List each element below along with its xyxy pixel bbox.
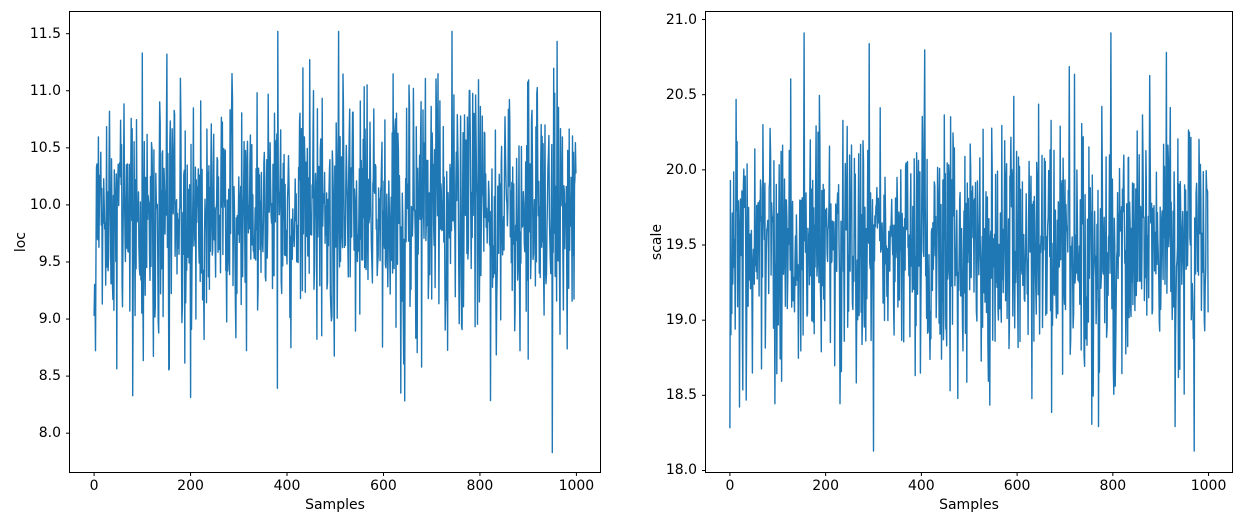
y-axis-label-wrap-scale: scale xyxy=(649,12,665,472)
y-tick-label: 18.0 xyxy=(665,462,697,479)
y-tick-label: 19.5 xyxy=(665,237,697,253)
x-tick-label: 600 xyxy=(1003,478,1031,494)
y-tick-label: 20.0 xyxy=(665,161,697,178)
y-tick-label: 11.5 xyxy=(29,25,61,42)
y-tick-label: 21.0 xyxy=(665,11,697,28)
x-tick-label: 800 xyxy=(1099,478,1127,494)
y-tick-label: 11.0 xyxy=(29,82,61,99)
y-tick-label: 9.0 xyxy=(38,311,61,328)
x-tick-label: 0 xyxy=(725,478,735,494)
plot-loc: loc Samples 0 200 400 600 800 1000 8.0 8.5 9.0 9.… xyxy=(13,11,601,513)
x-tick-label: 400 xyxy=(273,478,301,494)
x-tick-label: 800 xyxy=(466,478,494,494)
y-tick-label: 8.5 xyxy=(38,368,61,385)
x-tick-label: 200 xyxy=(812,478,839,494)
y-tick-label: 9.5 xyxy=(38,253,61,270)
scale-chart-area xyxy=(702,19,1210,476)
plot-scale: scale Samples 0 200 400 600 800 1000 18.0 18.5 1… xyxy=(649,11,1233,513)
x-tick-label: 600 xyxy=(370,478,397,494)
x-axis-label-samples-left: Samples xyxy=(305,497,365,513)
y-tick-label: 10.0 xyxy=(29,196,61,213)
y-tick-label: 19.0 xyxy=(665,312,697,329)
y-tick-label: 8.0 xyxy=(38,425,61,442)
scale-series-line xyxy=(729,32,1209,452)
y-axis-label-loc: loc xyxy=(13,231,29,253)
x-tick-label: 0 xyxy=(89,478,99,494)
x-tick-label: 1000 xyxy=(1190,478,1227,494)
y-axis-label-wrap-loc: loc xyxy=(13,12,29,472)
y-tick-label: 18.5 xyxy=(665,387,697,404)
x-tick-label: 200 xyxy=(177,478,204,494)
x-tick-label: 400 xyxy=(907,478,935,494)
y-tick-label: 20.5 xyxy=(665,86,697,103)
y-tick-label: 10.5 xyxy=(29,139,61,156)
x-axis-label-samples-right: Samples xyxy=(939,497,999,513)
x-tick-label: 1000 xyxy=(558,478,595,494)
loc-chart-area xyxy=(66,30,577,476)
loc-series-line xyxy=(93,30,577,454)
y-axis-label-scale: scale xyxy=(649,223,665,261)
